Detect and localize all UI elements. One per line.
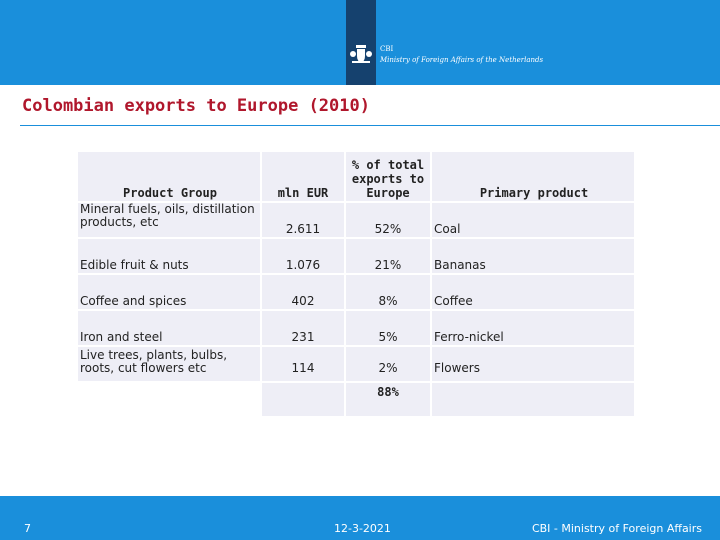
cell-mln-eur: 2.611 bbox=[262, 203, 344, 237]
exports-table: Product Group mln EUR % of total exports… bbox=[76, 150, 636, 418]
cell-product-group: Mineral fuels, oils, distillation produc… bbox=[78, 203, 260, 237]
table-row: Mineral fuels, oils, distillation produc… bbox=[78, 203, 634, 237]
logo-ministry: Ministry of Foreign Affairs of the Nethe… bbox=[380, 56, 544, 64]
footer-date: 12-3-2021 bbox=[334, 522, 391, 535]
footer-organization: CBI - Ministry of Foreign Affairs bbox=[531, 522, 702, 535]
cell-primary-product: Ferro-nickel bbox=[432, 311, 634, 345]
logo-cbi: CBI bbox=[380, 45, 394, 53]
cell-percent: 52% bbox=[346, 203, 430, 237]
cell-percent: 8% bbox=[346, 275, 430, 309]
cell-product-group: Edible fruit & nuts bbox=[78, 239, 260, 273]
slide-title: Colombian exports to Europe (2010) bbox=[22, 96, 370, 116]
cell-percent: 21% bbox=[346, 239, 430, 273]
page-number: 7 bbox=[24, 522, 31, 535]
cell-empty bbox=[262, 383, 344, 416]
header-mln-eur: mln EUR bbox=[262, 152, 344, 201]
cell-percent: 5% bbox=[346, 311, 430, 345]
footer-bar: 7 12-3-2021 CBI - Ministry of Foreign Af… bbox=[0, 496, 720, 540]
crest-icon bbox=[350, 45, 372, 63]
cell-primary-product: Bananas bbox=[432, 239, 634, 273]
cell-total-percent: 88% bbox=[346, 383, 430, 416]
cell-percent: 2% bbox=[346, 347, 430, 381]
table-header-row: Product Group mln EUR % of total exports… bbox=[78, 152, 634, 201]
header-percent-total: % of total exports to Europe bbox=[346, 152, 430, 201]
cell-product-group: Coffee and spices bbox=[78, 275, 260, 309]
cell-empty bbox=[432, 383, 634, 416]
cell-mln-eur: 1.076 bbox=[262, 239, 344, 273]
cell-mln-eur: 402 bbox=[262, 275, 344, 309]
table-row: Live trees, plants, bulbs, roots, cut fl… bbox=[78, 347, 634, 381]
cell-product-group: Live trees, plants, bulbs, roots, cut fl… bbox=[78, 347, 260, 381]
table-row: Iron and steel 231 5% Ferro-nickel bbox=[78, 311, 634, 345]
header-product-group: Product Group bbox=[78, 152, 260, 201]
cell-primary-product: Coal bbox=[432, 203, 634, 237]
cell-product-group: Iron and steel bbox=[78, 311, 260, 345]
table-total-row: 88% bbox=[78, 383, 634, 416]
logo-panel bbox=[346, 0, 376, 85]
cell-primary-product: Coffee bbox=[432, 275, 634, 309]
table-row: Edible fruit & nuts 1.076 21% Bananas bbox=[78, 239, 634, 273]
cell-primary-product: Flowers bbox=[432, 347, 634, 381]
header-primary-product: Primary product bbox=[432, 152, 634, 201]
logo-text: CBI Ministry of Foreign Affairs of the N… bbox=[380, 44, 543, 66]
cell-mln-eur: 231 bbox=[262, 311, 344, 345]
cell-mln-eur: 114 bbox=[262, 347, 344, 381]
table-row: Coffee and spices 402 8% Coffee bbox=[78, 275, 634, 309]
header-banner: CBI Ministry of Foreign Affairs of the N… bbox=[0, 0, 720, 85]
cell-empty bbox=[78, 383, 260, 416]
title-divider bbox=[20, 125, 720, 126]
